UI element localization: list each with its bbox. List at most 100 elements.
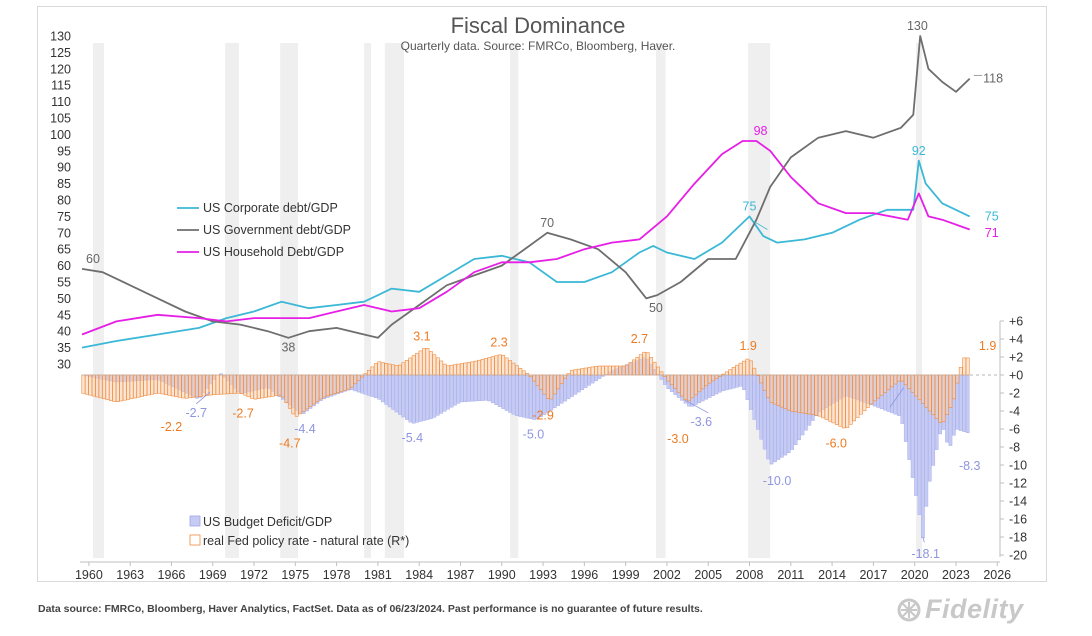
- x-axis-tick-label: 1966: [158, 568, 186, 582]
- policy-rate-bar: [835, 374, 839, 425]
- annotations: 60 38 70 50 130 118 75 92 75 98 71 3.1 2.3 2.7 1.9 1.9 -…: [86, 19, 1003, 561]
- policy-rate-bar: [790, 374, 795, 412]
- policy-rate-bar: [669, 374, 674, 386]
- policy-rate-bar: [807, 374, 812, 415]
- deficit-bar: [429, 374, 433, 419]
- data-label: 60: [86, 252, 100, 266]
- deficit-bar: [738, 374, 743, 387]
- left-axis-tick-label: 85: [57, 177, 71, 191]
- x-axis-tick-label: 1999: [612, 568, 640, 582]
- policy-rate-bar: [349, 374, 354, 388]
- policy-rate-bar: [198, 374, 203, 397]
- policy-rate-bar: [339, 374, 344, 392]
- x-axis-tick-label: 2008: [736, 568, 764, 582]
- policy-rate-bar: [941, 374, 946, 422]
- deficit-bar: [411, 374, 416, 424]
- data-label: 98: [754, 124, 768, 138]
- deficit-bar: [511, 374, 516, 415]
- label-leader-line: [753, 220, 768, 230]
- policy-rate-bar: [253, 374, 258, 400]
- policy-rate-bar: [945, 374, 949, 415]
- policy-rate-bar: [281, 374, 285, 398]
- policy-rate-bar: [263, 374, 268, 398]
- left-axis-tick-label: 70: [57, 226, 71, 240]
- x-axis-tick-label: 1987: [447, 568, 475, 582]
- deficit-bar: [487, 374, 492, 402]
- policy-rate-bar: [274, 374, 278, 397]
- policy-rate-bar: [931, 374, 936, 416]
- data-label: 75: [985, 209, 999, 223]
- left-axis-tick-label: 75: [57, 210, 71, 224]
- policy-rate-bar: [776, 374, 781, 406]
- policy-rate-bar: [687, 374, 691, 402]
- policy-rate-bar: [903, 374, 908, 386]
- deficit-bar: [446, 374, 450, 410]
- policy-rate-bar: [683, 374, 688, 401]
- deficit-bar: [473, 374, 478, 402]
- policy-rate-bar: [896, 374, 901, 382]
- policy-rate-bar: [762, 374, 767, 391]
- left-axis-tick-label: 105: [50, 112, 71, 126]
- policy-rate-bar: [576, 368, 581, 376]
- right-axis-tick-label: -20: [1009, 549, 1027, 563]
- right-axis-tick-label: +4: [1009, 333, 1023, 347]
- right-axis-tick-label: -6: [1009, 423, 1020, 437]
- policy-rate-bar: [174, 374, 179, 397]
- deficit-bar: [566, 374, 571, 400]
- data-label: 92: [912, 144, 926, 158]
- policy-rate-bar: [824, 374, 829, 420]
- deficit-bar: [587, 374, 591, 386]
- policy-rate-bar: [236, 374, 241, 394]
- deficit-bar: [577, 374, 581, 393]
- x-axis-tick-label: 1984: [405, 568, 433, 582]
- household-debt-line: [81, 140, 971, 336]
- policy-rate-bar: [122, 374, 127, 401]
- deficit-bar: [508, 374, 512, 413]
- policy-rate-bar: [102, 374, 106, 400]
- policy-rate-bar: [748, 360, 753, 376]
- left-axis-tick-label: 130: [50, 30, 71, 44]
- policy-rate-bar: [256, 374, 261, 399]
- deficit-bar: [573, 374, 578, 395]
- deficit-bar: [721, 374, 726, 392]
- policy-rate-bar: [841, 374, 846, 429]
- policy-rate-bar: [539, 374, 543, 391]
- policy-rate-bar: [95, 374, 100, 398]
- policy-rate-bar: [700, 374, 705, 390]
- policy-rate-bar: [735, 364, 740, 376]
- recession-shading: [93, 43, 923, 558]
- data-label: 118: [983, 72, 1003, 86]
- deficit-bar: [725, 374, 729, 391]
- right-axis-tick-label: -2: [1009, 387, 1020, 401]
- policy-rate-bar: [112, 374, 117, 402]
- policy-rate-bar: [170, 374, 175, 397]
- policy-rate-bar: [652, 361, 657, 376]
- deficit-bar: [752, 374, 757, 420]
- policy-rate-bar: [962, 357, 967, 376]
- policy-rate-bar: [370, 366, 375, 376]
- policy-rate-bar: [243, 374, 247, 396]
- policy-rate-bar: [642, 351, 647, 376]
- policy-rate-bar: [459, 363, 464, 376]
- policy-rate-bar: [484, 358, 488, 376]
- policy-rate-bar: [532, 374, 537, 382]
- policy-rate-bar: [865, 374, 870, 408]
- deficit-bar: [731, 374, 736, 389]
- data-label: 71: [985, 226, 999, 240]
- left-axis-tick-label: 35: [57, 341, 71, 355]
- policy-rate-bar: [291, 374, 296, 415]
- right-axis-tick-label: -18: [1009, 531, 1027, 545]
- deficit-bar: [958, 374, 963, 431]
- policy-rate-bar: [528, 374, 533, 378]
- policy-rate-bar: [494, 355, 499, 376]
- policy-rate-bar: [635, 357, 640, 376]
- policy-rate-bar: [415, 352, 420, 376]
- policy-rate-bar: [501, 355, 506, 376]
- policy-rate-bar: [133, 374, 137, 399]
- data-label: -3.0: [667, 432, 689, 446]
- x-axis-tick-label: 1969: [199, 568, 227, 582]
- policy-rate-bar: [955, 374, 960, 384]
- policy-rate-bar: [387, 363, 392, 376]
- legends: US Corporate debt/GDP US Government debt/…: [177, 201, 409, 548]
- policy-rate-bar: [556, 374, 561, 390]
